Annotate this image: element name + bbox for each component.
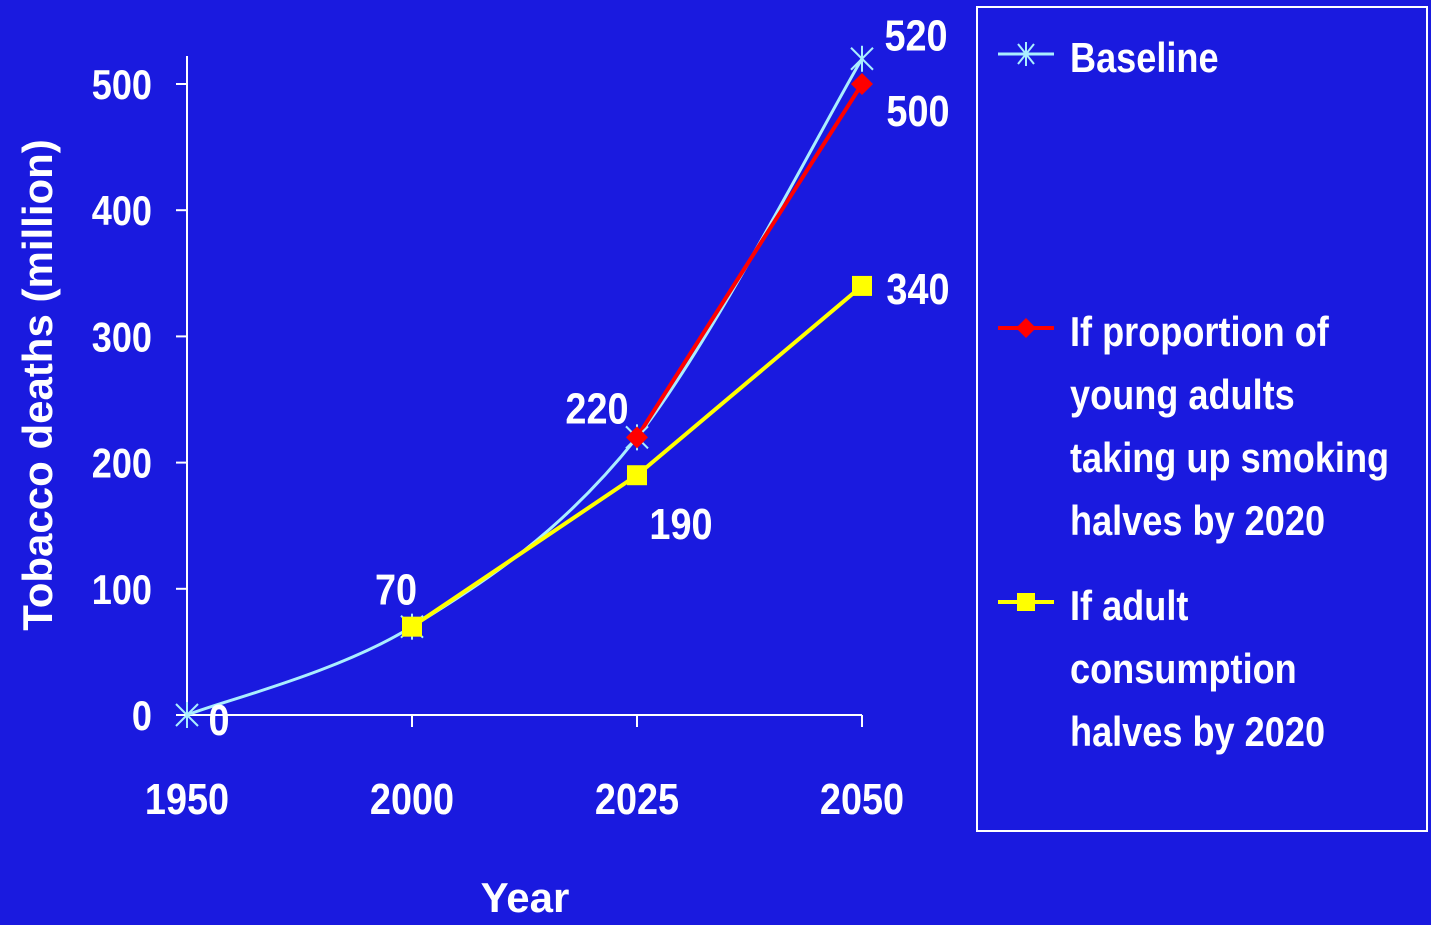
y-tick-label: 500: [92, 63, 152, 109]
data-label: 500: [886, 86, 949, 135]
data-label: 340: [886, 264, 949, 313]
data-labels: 0 70 220 190 520 500 340: [208, 11, 949, 745]
axes: 0 100 200 300 400 500 1950 2000 2025 2050: [92, 56, 904, 824]
square-marker: [627, 465, 647, 486]
x-axis-label: Year: [481, 874, 570, 920]
data-label: 0: [208, 695, 229, 744]
y-tick-label: 400: [92, 189, 152, 235]
series-line-2: [410, 284, 864, 629]
data-label: 70: [375, 565, 417, 614]
x-tick-label: 1950: [145, 774, 229, 823]
y-tick-label: 0: [132, 694, 152, 740]
legend-item-baseline[interactable]: Baseline: [996, 26, 1431, 89]
diamond-marker: [851, 73, 873, 95]
square-marker: [402, 616, 422, 637]
y-tick-label: 100: [92, 567, 152, 613]
data-label: 190: [649, 500, 712, 549]
legend-label-young-adults: If proportion of young adults taking up …: [1070, 308, 1390, 544]
x-tick-label: 2000: [370, 774, 454, 823]
legend-label-adult-consumption: If adult consumption halves by 2020: [1070, 582, 1326, 755]
square-marker: [852, 275, 872, 296]
data-label: 220: [565, 384, 628, 433]
x-tick-label: 2050: [820, 774, 904, 823]
y-axis-label: Tobacco deaths (million): [14, 139, 61, 631]
series-line-1: [635, 82, 864, 439]
x-tick-label: 2025: [595, 774, 679, 823]
legend: Baseline If proportion of young adults t…: [976, 6, 1428, 832]
legend-item-young-adults[interactable]: If proportion of young adults taking up …: [996, 300, 1431, 552]
x-cross-marker: [850, 45, 874, 72]
diamond-marker-icon: [998, 318, 1054, 338]
series-lines: [186, 57, 864, 717]
legend-label-baseline: Baseline: [1070, 34, 1219, 81]
square-marker-icon: [998, 593, 1054, 611]
y-tick-label: 200: [92, 441, 152, 487]
data-label: 520: [884, 11, 947, 60]
series-line-0: [186, 57, 864, 717]
x-cross-marker-icon: [998, 42, 1054, 66]
diamond-marker: [626, 426, 648, 449]
legend-item-adult-consumption[interactable]: If adult consumption halves by 2020: [996, 574, 1431, 763]
y-tick-label: 300: [92, 315, 152, 361]
x-cross-marker: [175, 702, 199, 728]
series-markers: [175, 45, 874, 728]
